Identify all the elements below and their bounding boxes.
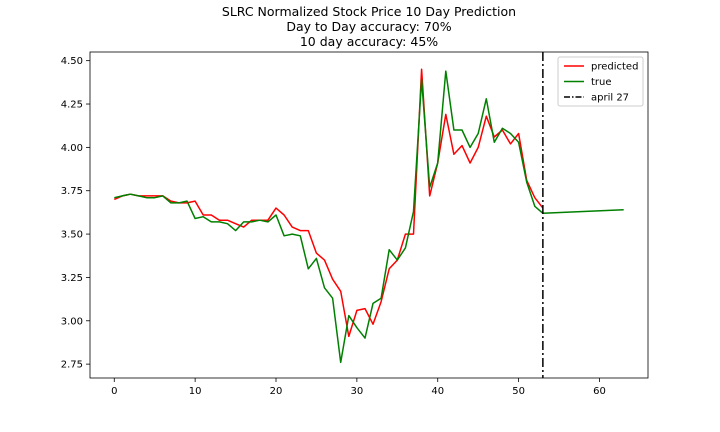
chart-title: SLRC Normalized Stock Price 10 Day Predi… bbox=[222, 4, 516, 49]
x-tick-label: 10 bbox=[189, 386, 202, 397]
chart-title-line-1: SLRC Normalized Stock Price 10 Day Predi… bbox=[222, 4, 516, 19]
y-tick-label: 3.50 bbox=[61, 230, 83, 241]
chart-title-line-2: Day to Day accuracy: 70% bbox=[286, 19, 451, 34]
legend-label: true bbox=[591, 77, 612, 88]
y-tick-label: 3.25 bbox=[61, 273, 83, 284]
x-tick-label: 20 bbox=[270, 386, 283, 397]
y-tick-label: 4.25 bbox=[61, 100, 83, 111]
y-tick-label: 4.50 bbox=[61, 56, 83, 67]
x-tick-label: 40 bbox=[431, 386, 444, 397]
legend: predicted true april 27 bbox=[557, 56, 644, 107]
legend-label: april 27 bbox=[591, 93, 629, 104]
legend-label: predicted bbox=[591, 62, 638, 73]
series-line-predicted bbox=[113, 68, 544, 338]
y-tick-label: 4.00 bbox=[61, 143, 83, 154]
y-tick-label: 3.75 bbox=[61, 186, 83, 197]
plot-frame bbox=[89, 51, 649, 379]
series-line-true bbox=[114, 70, 624, 364]
y-tick-label: 3.00 bbox=[61, 316, 83, 327]
x-tick-label: 50 bbox=[512, 386, 525, 397]
x-tick-label: 0 bbox=[111, 386, 117, 397]
axis-ticks: 0 10 20 30 40 50 60 2.75 3.00 3.25 3.50 3.75 4.00 4.2… bbox=[61, 56, 606, 397]
chart-title-line-3: 10 day accuracy: 45% bbox=[300, 34, 438, 49]
x-tick-label: 30 bbox=[351, 386, 364, 397]
plot-lines bbox=[113, 52, 624, 378]
x-tick-label: 60 bbox=[593, 386, 606, 397]
legend-box bbox=[557, 56, 644, 107]
y-tick-label: 2.75 bbox=[61, 360, 83, 371]
